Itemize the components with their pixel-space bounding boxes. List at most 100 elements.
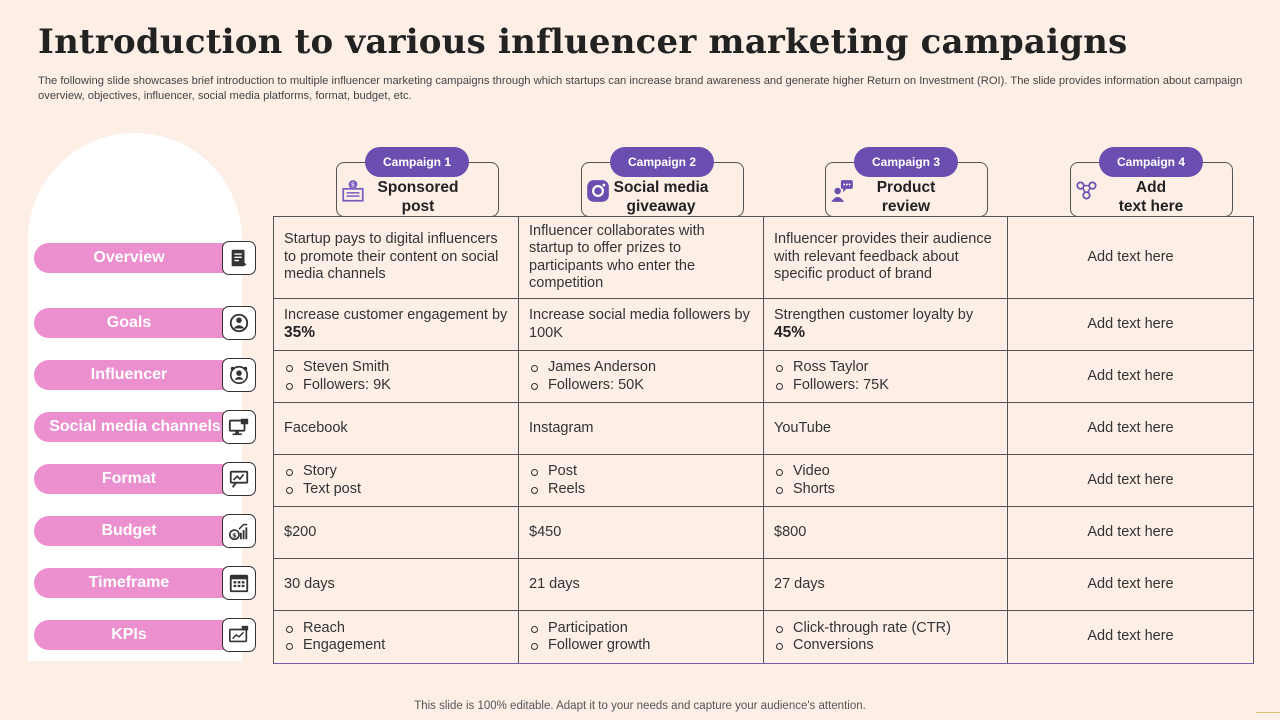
kpi-dashboard-icon xyxy=(222,618,256,652)
row-label-timeframe: Timeframe xyxy=(34,566,256,600)
table-row-timeframe: 30 days 21 days 27 days Add text here xyxy=(273,558,1254,611)
list-item: Click-through rate (CTR) xyxy=(774,620,997,638)
table-cell: Add text here xyxy=(1007,454,1254,507)
campaign-2-badge: Campaign 2 xyxy=(610,147,714,177)
campaign-4-badge: Campaign 4 xyxy=(1099,147,1203,177)
table-row-influencer: Steven Smith Followers: 9K James Anderson… xyxy=(273,350,1254,403)
instagram-icon xyxy=(587,180,609,202)
list-item: Story xyxy=(284,463,508,481)
row-label-text: Social media channels xyxy=(34,412,254,442)
table-cell: Add text here xyxy=(1007,216,1254,299)
list-item: Ross Taylor xyxy=(774,359,997,377)
document-icon xyxy=(222,241,256,275)
table-cell: 21 days xyxy=(518,558,764,611)
svg-text:$: $ xyxy=(232,531,237,539)
table-cell: Increase customer engagement by 35% xyxy=(273,298,519,351)
svg-text:$: $ xyxy=(351,181,355,189)
row-label-text: KPIs xyxy=(34,620,254,650)
table-cell: Steven Smith Followers: 9K xyxy=(273,350,519,403)
row-label-overview: Overview xyxy=(34,241,256,275)
row-label-goals: Goals xyxy=(34,306,256,340)
row-label-text: Goals xyxy=(34,308,254,338)
list-item: Reels xyxy=(529,481,753,499)
row-label-text: Budget xyxy=(34,516,254,546)
row-label-text: Timeframe xyxy=(34,568,254,598)
list-item: Engagement xyxy=(284,637,508,655)
table-cell: $200 xyxy=(273,506,519,559)
table-cell: Participation Follower growth xyxy=(518,610,764,664)
table-row-social-media-channels: Facebook Instagram YouTube Add text here xyxy=(273,402,1254,455)
list-item: Followers: 75K xyxy=(774,377,997,395)
presentation-icon xyxy=(222,462,256,496)
campaign-2-name: Social media giveaway xyxy=(613,179,709,215)
table-cell: YouTube xyxy=(763,402,1008,455)
table-cell: Increase social media followers by 100K xyxy=(518,298,764,351)
influencer-icon xyxy=(222,358,256,392)
table-cell: Instagram xyxy=(518,402,764,455)
table-cell: $450 xyxy=(518,506,764,559)
list-item: Steven Smith xyxy=(284,359,508,377)
campaign-4-name: Add text here xyxy=(1118,179,1184,215)
table-cell: Add text here xyxy=(1007,402,1254,455)
list-item: Follower growth xyxy=(529,637,753,655)
list-item: Reach xyxy=(284,620,508,638)
list-item: Followers: 9K xyxy=(284,377,508,395)
reviewer-icon xyxy=(831,180,853,202)
table-row-overview: Startup pays to digital influencers to p… xyxy=(273,216,1254,299)
table-cell: James Anderson Followers: 50K xyxy=(518,350,764,403)
list-item: Text post xyxy=(284,481,508,499)
campaign-1-badge: Campaign 1 xyxy=(365,147,469,177)
table-cell: Startup pays to digital influencers to p… xyxy=(273,216,519,299)
page-title: Introduction to various influencer marke… xyxy=(38,22,1128,62)
campaign-3-name: Product review xyxy=(876,179,936,215)
table-cell: Influencer provides their audience with … xyxy=(763,216,1008,299)
table-cell: $800 xyxy=(763,506,1008,559)
table-cell: Reach Engagement xyxy=(273,610,519,664)
table-cell: Add text here xyxy=(1007,506,1254,559)
row-label-budget: Budget $ xyxy=(34,514,256,548)
table-cell: Add text here xyxy=(1007,610,1254,664)
table-cell: Video Shorts xyxy=(763,454,1008,507)
footer-note: This slide is 100% editable. Adapt it to… xyxy=(414,700,866,712)
list-item: Conversions xyxy=(774,637,997,655)
table-cell: Add text here xyxy=(1007,558,1254,611)
table-cell: Ross Taylor Followers: 75K xyxy=(763,350,1008,403)
monitor-icon xyxy=(222,410,256,444)
campaign-1-name: Sponsored post xyxy=(377,179,459,215)
table-row-format: Story Text post Post Reels Video Shorts Add… xyxy=(273,454,1254,507)
table-cell: 27 days xyxy=(763,558,1008,611)
row-label-text: Influencer xyxy=(34,360,254,390)
row-label-text: Overview xyxy=(34,243,254,273)
list-item: James Anderson xyxy=(529,359,753,377)
table-cell: Story Text post xyxy=(273,454,519,507)
campaign-3-badge: Campaign 3 xyxy=(854,147,958,177)
list-item: Post xyxy=(529,463,753,481)
goals-icon xyxy=(222,306,256,340)
list-item: Followers: 50K xyxy=(529,377,753,395)
table-cell: Facebook xyxy=(273,402,519,455)
table-cell: Post Reels xyxy=(518,454,764,507)
corner-decoration xyxy=(1256,712,1280,713)
page-subtitle: The following slide showcases brief intr… xyxy=(38,75,1243,102)
list-item: Participation xyxy=(529,620,753,638)
people-network-icon xyxy=(1076,181,1097,200)
campaign-table: Startup pays to digital influencers to p… xyxy=(273,216,1254,664)
row-label-social-media-channels: Social media channels xyxy=(34,410,256,444)
calendar-icon xyxy=(222,566,256,600)
list-item: Video xyxy=(774,463,997,481)
table-cell: Add text here xyxy=(1007,350,1254,403)
sponsored-post-icon: $ xyxy=(342,180,364,202)
row-label-kpis: KPIs xyxy=(34,618,256,652)
table-row-kpis: Reach Engagement Participation Follower gr… xyxy=(273,610,1254,664)
row-label-text: Format xyxy=(34,464,254,494)
table-cell: Click-through rate (CTR) Conversions xyxy=(763,610,1008,664)
table-cell: Strengthen customer loyalty by 45% xyxy=(763,298,1008,351)
table-row-budget: $200 $450 $800 Add text here xyxy=(273,506,1254,559)
budget-chart-icon: $ xyxy=(222,514,256,548)
row-label-format: Format xyxy=(34,462,256,496)
row-label-influencer: Influencer xyxy=(34,358,256,392)
table-row-goals: Increase customer engagement by 35% Incr… xyxy=(273,298,1254,351)
list-item: Shorts xyxy=(774,481,997,499)
table-cell: Influencer collaborates with startup to … xyxy=(518,216,764,299)
table-cell: 30 days xyxy=(273,558,519,611)
